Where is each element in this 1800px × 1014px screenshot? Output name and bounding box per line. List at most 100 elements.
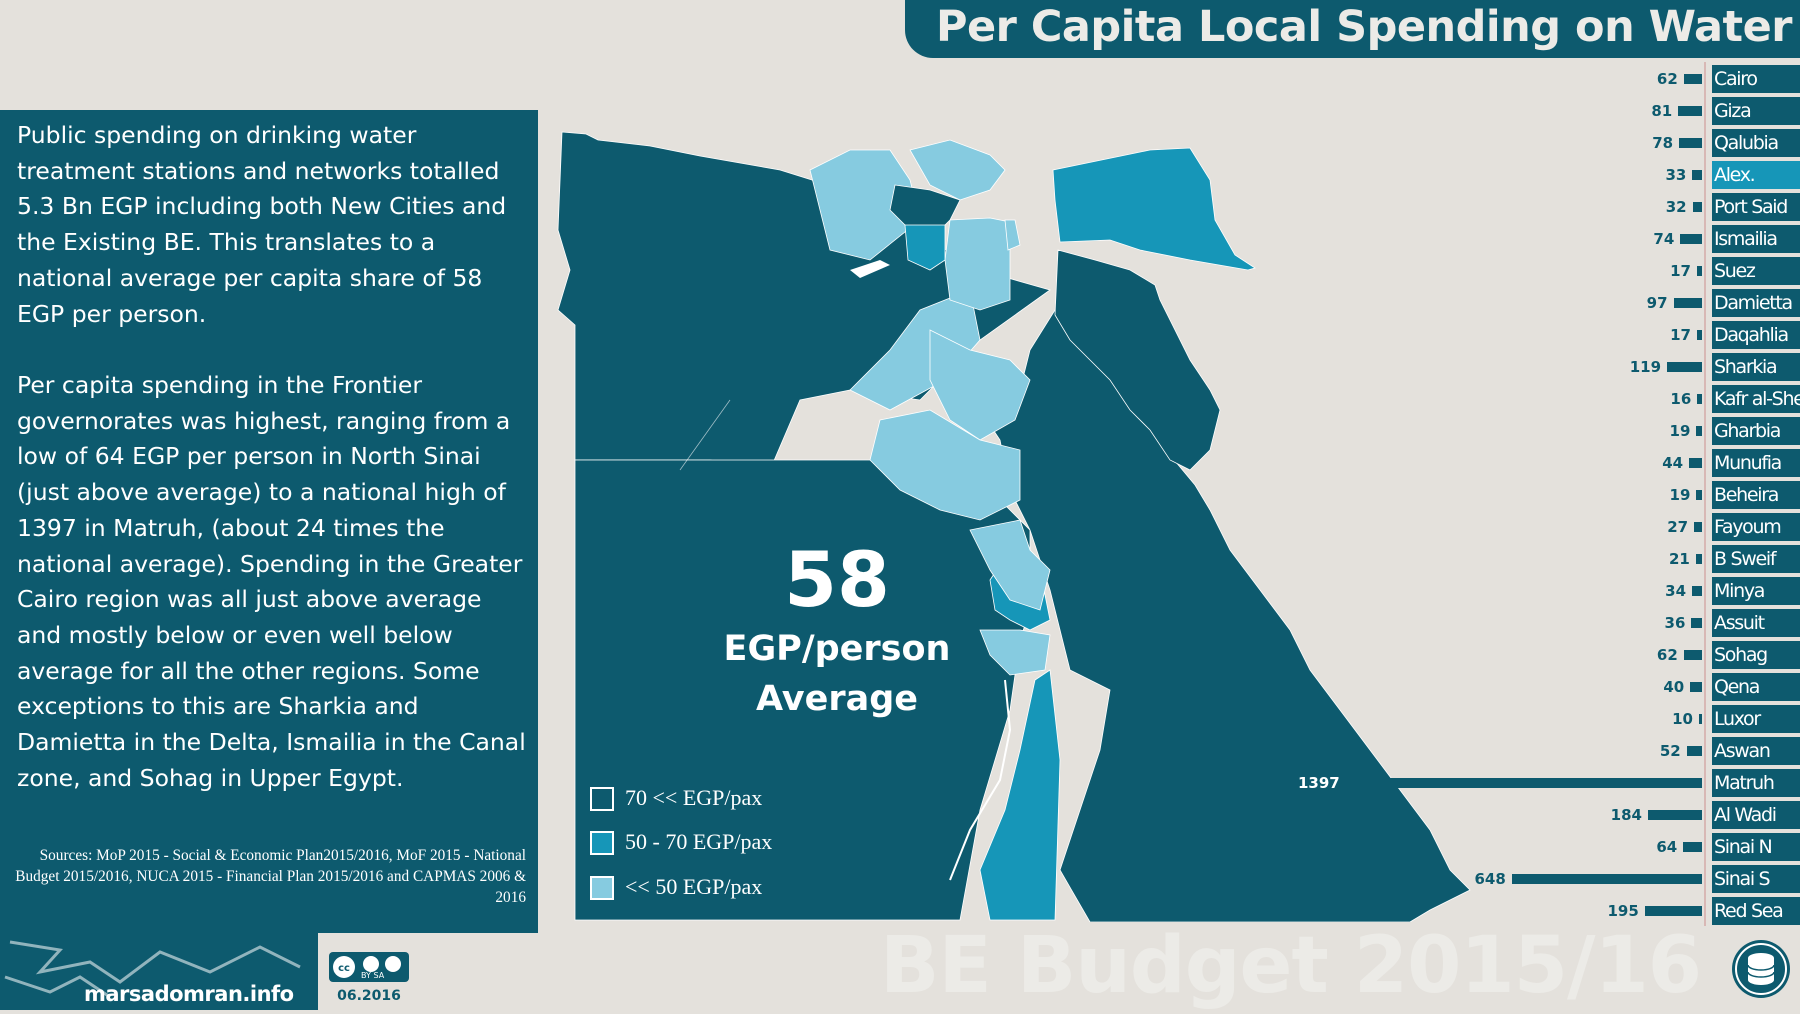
average-label: Average (755, 679, 919, 719)
bar-value-9: 119 (1629, 358, 1662, 376)
bar-label-4: Port Said (1712, 193, 1800, 221)
bar-value-23: 184 (1610, 806, 1642, 824)
bar-label-10: Kafr al-Sheikh (1712, 385, 1800, 413)
bar-chart-axis (1704, 62, 1706, 926)
bar-value-4: 32 (1665, 198, 1687, 216)
bar-9 (1667, 362, 1702, 372)
details-paragraph: Per capita spending in the Frontier gove… (17, 371, 526, 792)
bar-value-15: 21 (1668, 550, 1690, 568)
license-badge: cc BY SA (329, 952, 409, 982)
bar-label-18: Sohag (1712, 641, 1800, 669)
map-region-sharkia (944, 217, 1011, 311)
bar-value-20: 10 (1672, 710, 1693, 728)
bar-3 (1692, 170, 1702, 180)
title-banner: Per Capita Local Spending on Water (905, 0, 1800, 58)
bar-4 (1692, 202, 1702, 212)
bar-label-17: Assuit (1712, 609, 1800, 637)
legend-label-high: 70 << EGP/pax (625, 785, 763, 810)
bar-6 (1697, 266, 1702, 276)
bar-7 (1673, 298, 1702, 308)
bar-value-7: 97 (1646, 294, 1668, 312)
bar-label-7: Damietta (1712, 289, 1800, 317)
bar-value-26: 195 (1607, 902, 1639, 920)
bar-label-20: Luxor (1712, 705, 1800, 733)
bar-10 (1697, 394, 1702, 404)
bar-12 (1689, 458, 1702, 468)
bar-label-11: Gharbia (1712, 417, 1800, 445)
map-area (550, 110, 1795, 922)
average-unit: EGP/person (723, 629, 951, 669)
bar-11 (1696, 426, 1702, 436)
bar-value-22: 1397 (1298, 774, 1340, 792)
bar-8 (1697, 330, 1702, 340)
bar-label-21: Aswan (1712, 737, 1800, 765)
bar-22 (1292, 778, 1702, 788)
bar-value-16: 34 (1665, 582, 1687, 600)
bar-label-19: Qena (1712, 673, 1800, 701)
bar-value-17: 36 (1664, 614, 1686, 632)
bar-value-12: 44 (1662, 454, 1684, 472)
svg-text:cc: cc (338, 963, 350, 974)
bar-19 (1690, 682, 1702, 692)
bar-value-5: 74 (1653, 230, 1675, 248)
legend-swatch-mid (590, 831, 614, 855)
bar-18 (1683, 650, 1702, 660)
bar-value-2: 78 (1652, 134, 1674, 152)
legend-label-low: << 50 EGP/pax (625, 874, 763, 899)
footer-logo-panel (0, 932, 318, 1010)
bar-value-11: 19 (1669, 422, 1691, 440)
bar-value-10: 16 (1670, 390, 1692, 408)
bar-15 (1695, 554, 1702, 564)
legend-swatch-low (590, 876, 614, 900)
bar-label-22: Matruh (1712, 769, 1800, 797)
bar-16 (1692, 586, 1702, 596)
bar-label-5: Ismailia (1712, 225, 1800, 253)
license-text: BY SA (361, 971, 385, 980)
footer-date: 06.2016 (337, 988, 401, 1004)
map-lake (850, 260, 890, 278)
bar-label-3: Alex. (1712, 161, 1800, 189)
bar-value-1: 81 (1651, 102, 1673, 120)
map-region-fayoum (904, 224, 946, 271)
map-region-delta (909, 139, 1006, 201)
bar-value-0: 62 (1656, 70, 1678, 88)
footer-url[interactable]: marsadomran.info (84, 982, 294, 1006)
bar-label-23: Al Wadi (1712, 801, 1800, 829)
map-region-aswan (979, 669, 1061, 921)
budget-title: BE Budget 2015/16 (880, 921, 1702, 1011)
bar-label-0: Cairo (1712, 65, 1800, 93)
map-region-ismailia (1004, 219, 1021, 251)
map-region-luxor (979, 629, 1051, 676)
bar-value-3: 33 (1665, 166, 1687, 184)
legend-label-mid: 50 - 70 EGP/pax (625, 829, 773, 854)
bar-value-13: 19 (1669, 486, 1691, 504)
bar-label-16: Minya (1712, 577, 1800, 605)
map-nile (949, 679, 1012, 881)
bar-value-21: 52 (1659, 742, 1681, 760)
bar-value-18: 62 (1656, 646, 1678, 664)
bar-label-13: Beheira (1712, 481, 1800, 509)
bar-label-25: Sinai S (1712, 865, 1800, 893)
cc-icon: cc (333, 956, 401, 978)
egypt-map (557, 131, 1471, 922)
bar-label-8: Daqahlia (1712, 321, 1800, 349)
bar-label-24: Sinai N (1712, 833, 1800, 861)
bar-label-15: B Sweif (1712, 545, 1800, 573)
coins-icon (1732, 940, 1790, 998)
sources-note: Sources: MoP 2015 - Social & Economic Pl… (15, 847, 526, 906)
bar-26 (1644, 906, 1702, 916)
bar-value-14: 27 (1667, 518, 1689, 536)
bar-value-6: 17 (1670, 262, 1691, 280)
bar-label-26: Red Sea (1712, 897, 1800, 925)
map-region-qena (969, 519, 1051, 611)
bar-17 (1691, 618, 1702, 628)
intro-paragraph: Public spending on drinking water treatm… (17, 121, 507, 328)
bar-value-19: 40 (1663, 678, 1685, 696)
map-region-giza (849, 289, 981, 411)
bar-label-14: Fayoum (1712, 513, 1800, 541)
map-border-line (679, 399, 731, 471)
logo-texture (4, 940, 301, 999)
description-panel (0, 110, 538, 933)
bar-24 (1683, 842, 1702, 852)
bar-value-24: 64 (1656, 838, 1678, 856)
